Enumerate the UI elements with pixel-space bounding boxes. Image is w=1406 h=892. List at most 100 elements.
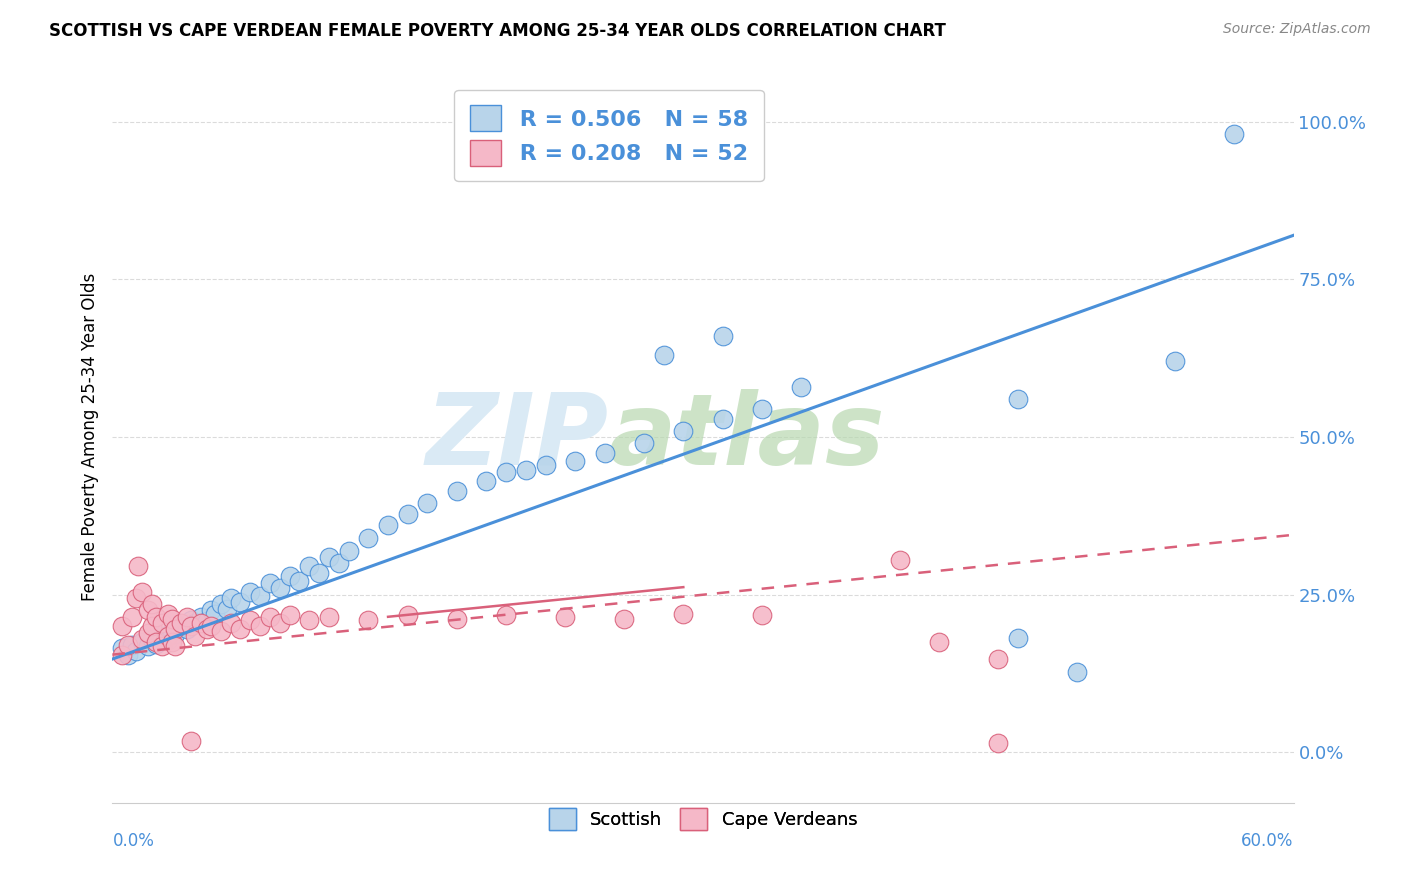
Point [195, 623, 218, 637]
Point [111, 648, 134, 662]
Point [125, 644, 148, 658]
Point [672, 424, 695, 438]
Point [200, 619, 222, 633]
Text: 60.0%: 60.0% [1241, 832, 1294, 850]
Point [156, 629, 179, 643]
Point [121, 638, 143, 652]
Point [150, 616, 173, 631]
Point [136, 625, 159, 640]
Point [475, 474, 498, 488]
Point [131, 584, 153, 599]
Point [593, 446, 616, 460]
Point [1007, 631, 1029, 645]
Point [190, 609, 212, 624]
Point [156, 607, 179, 621]
Point [1066, 665, 1088, 679]
Point [1223, 128, 1246, 142]
Point [298, 613, 321, 627]
Point [278, 607, 301, 622]
Point [337, 543, 360, 558]
Text: SCOTTISH VS CAPE VERDEAN FEMALE POVERTY AMONG 25-34 YEAR OLDS CORRELATION CHART: SCOTTISH VS CAPE VERDEAN FEMALE POVERTY … [49, 22, 946, 40]
Point [150, 629, 173, 643]
Point [711, 329, 734, 343]
Point [160, 635, 183, 649]
Point [269, 582, 291, 596]
Point [269, 616, 291, 631]
Point [195, 614, 218, 628]
Point [446, 612, 468, 626]
Point [534, 458, 557, 473]
Point [200, 603, 222, 617]
Point [790, 379, 813, 393]
Point [357, 613, 380, 627]
Point [495, 465, 517, 479]
Point [204, 607, 226, 621]
Point [125, 591, 148, 605]
Point [165, 640, 187, 654]
Point [633, 436, 655, 450]
Point [495, 607, 517, 622]
Point [357, 531, 380, 545]
Point [170, 619, 193, 633]
Point [111, 619, 134, 633]
Point [180, 619, 202, 633]
Point [928, 635, 950, 649]
Point [239, 613, 262, 627]
Point [416, 496, 439, 510]
Point [180, 734, 202, 748]
Point [209, 597, 232, 611]
Point [219, 616, 242, 631]
Point [1007, 392, 1029, 407]
Point [377, 518, 399, 533]
Point [672, 607, 695, 621]
Point [987, 736, 1010, 750]
Point [229, 623, 252, 637]
Point [318, 609, 340, 624]
Text: Source: ZipAtlas.com: Source: ZipAtlas.com [1223, 22, 1371, 37]
Point [259, 609, 281, 624]
Point [288, 574, 311, 588]
Point [127, 559, 149, 574]
Point [136, 640, 159, 654]
Point [219, 591, 242, 605]
Point [121, 609, 143, 624]
Point [136, 603, 159, 617]
Point [145, 635, 167, 649]
Point [141, 597, 163, 611]
Point [239, 584, 262, 599]
Text: atlas: atlas [609, 389, 884, 485]
Point [889, 553, 911, 567]
Point [190, 616, 212, 631]
Point [308, 566, 330, 580]
Point [117, 648, 139, 662]
Point [215, 601, 238, 615]
Point [145, 637, 167, 651]
Point [170, 616, 193, 631]
Text: ZIP: ZIP [426, 389, 609, 485]
Point [259, 576, 281, 591]
Legend: Scottish, Cape Verdeans: Scottish, Cape Verdeans [541, 801, 865, 838]
Point [180, 613, 202, 627]
Point [131, 635, 153, 649]
Point [515, 463, 537, 477]
Text: 0.0%: 0.0% [112, 832, 155, 850]
Point [249, 619, 271, 633]
Point [165, 623, 187, 637]
Point [209, 624, 232, 639]
Point [176, 609, 198, 624]
Point [751, 401, 773, 416]
Point [328, 556, 350, 570]
Point [564, 454, 586, 468]
Point [141, 619, 163, 633]
Point [160, 624, 183, 639]
Point [131, 632, 153, 646]
Point [987, 652, 1010, 666]
Point [111, 641, 134, 656]
Point [165, 627, 187, 641]
Point [298, 559, 321, 574]
Point [156, 633, 179, 648]
Point [554, 609, 576, 624]
Point [318, 549, 340, 564]
Point [249, 589, 271, 603]
Point [1164, 354, 1187, 368]
